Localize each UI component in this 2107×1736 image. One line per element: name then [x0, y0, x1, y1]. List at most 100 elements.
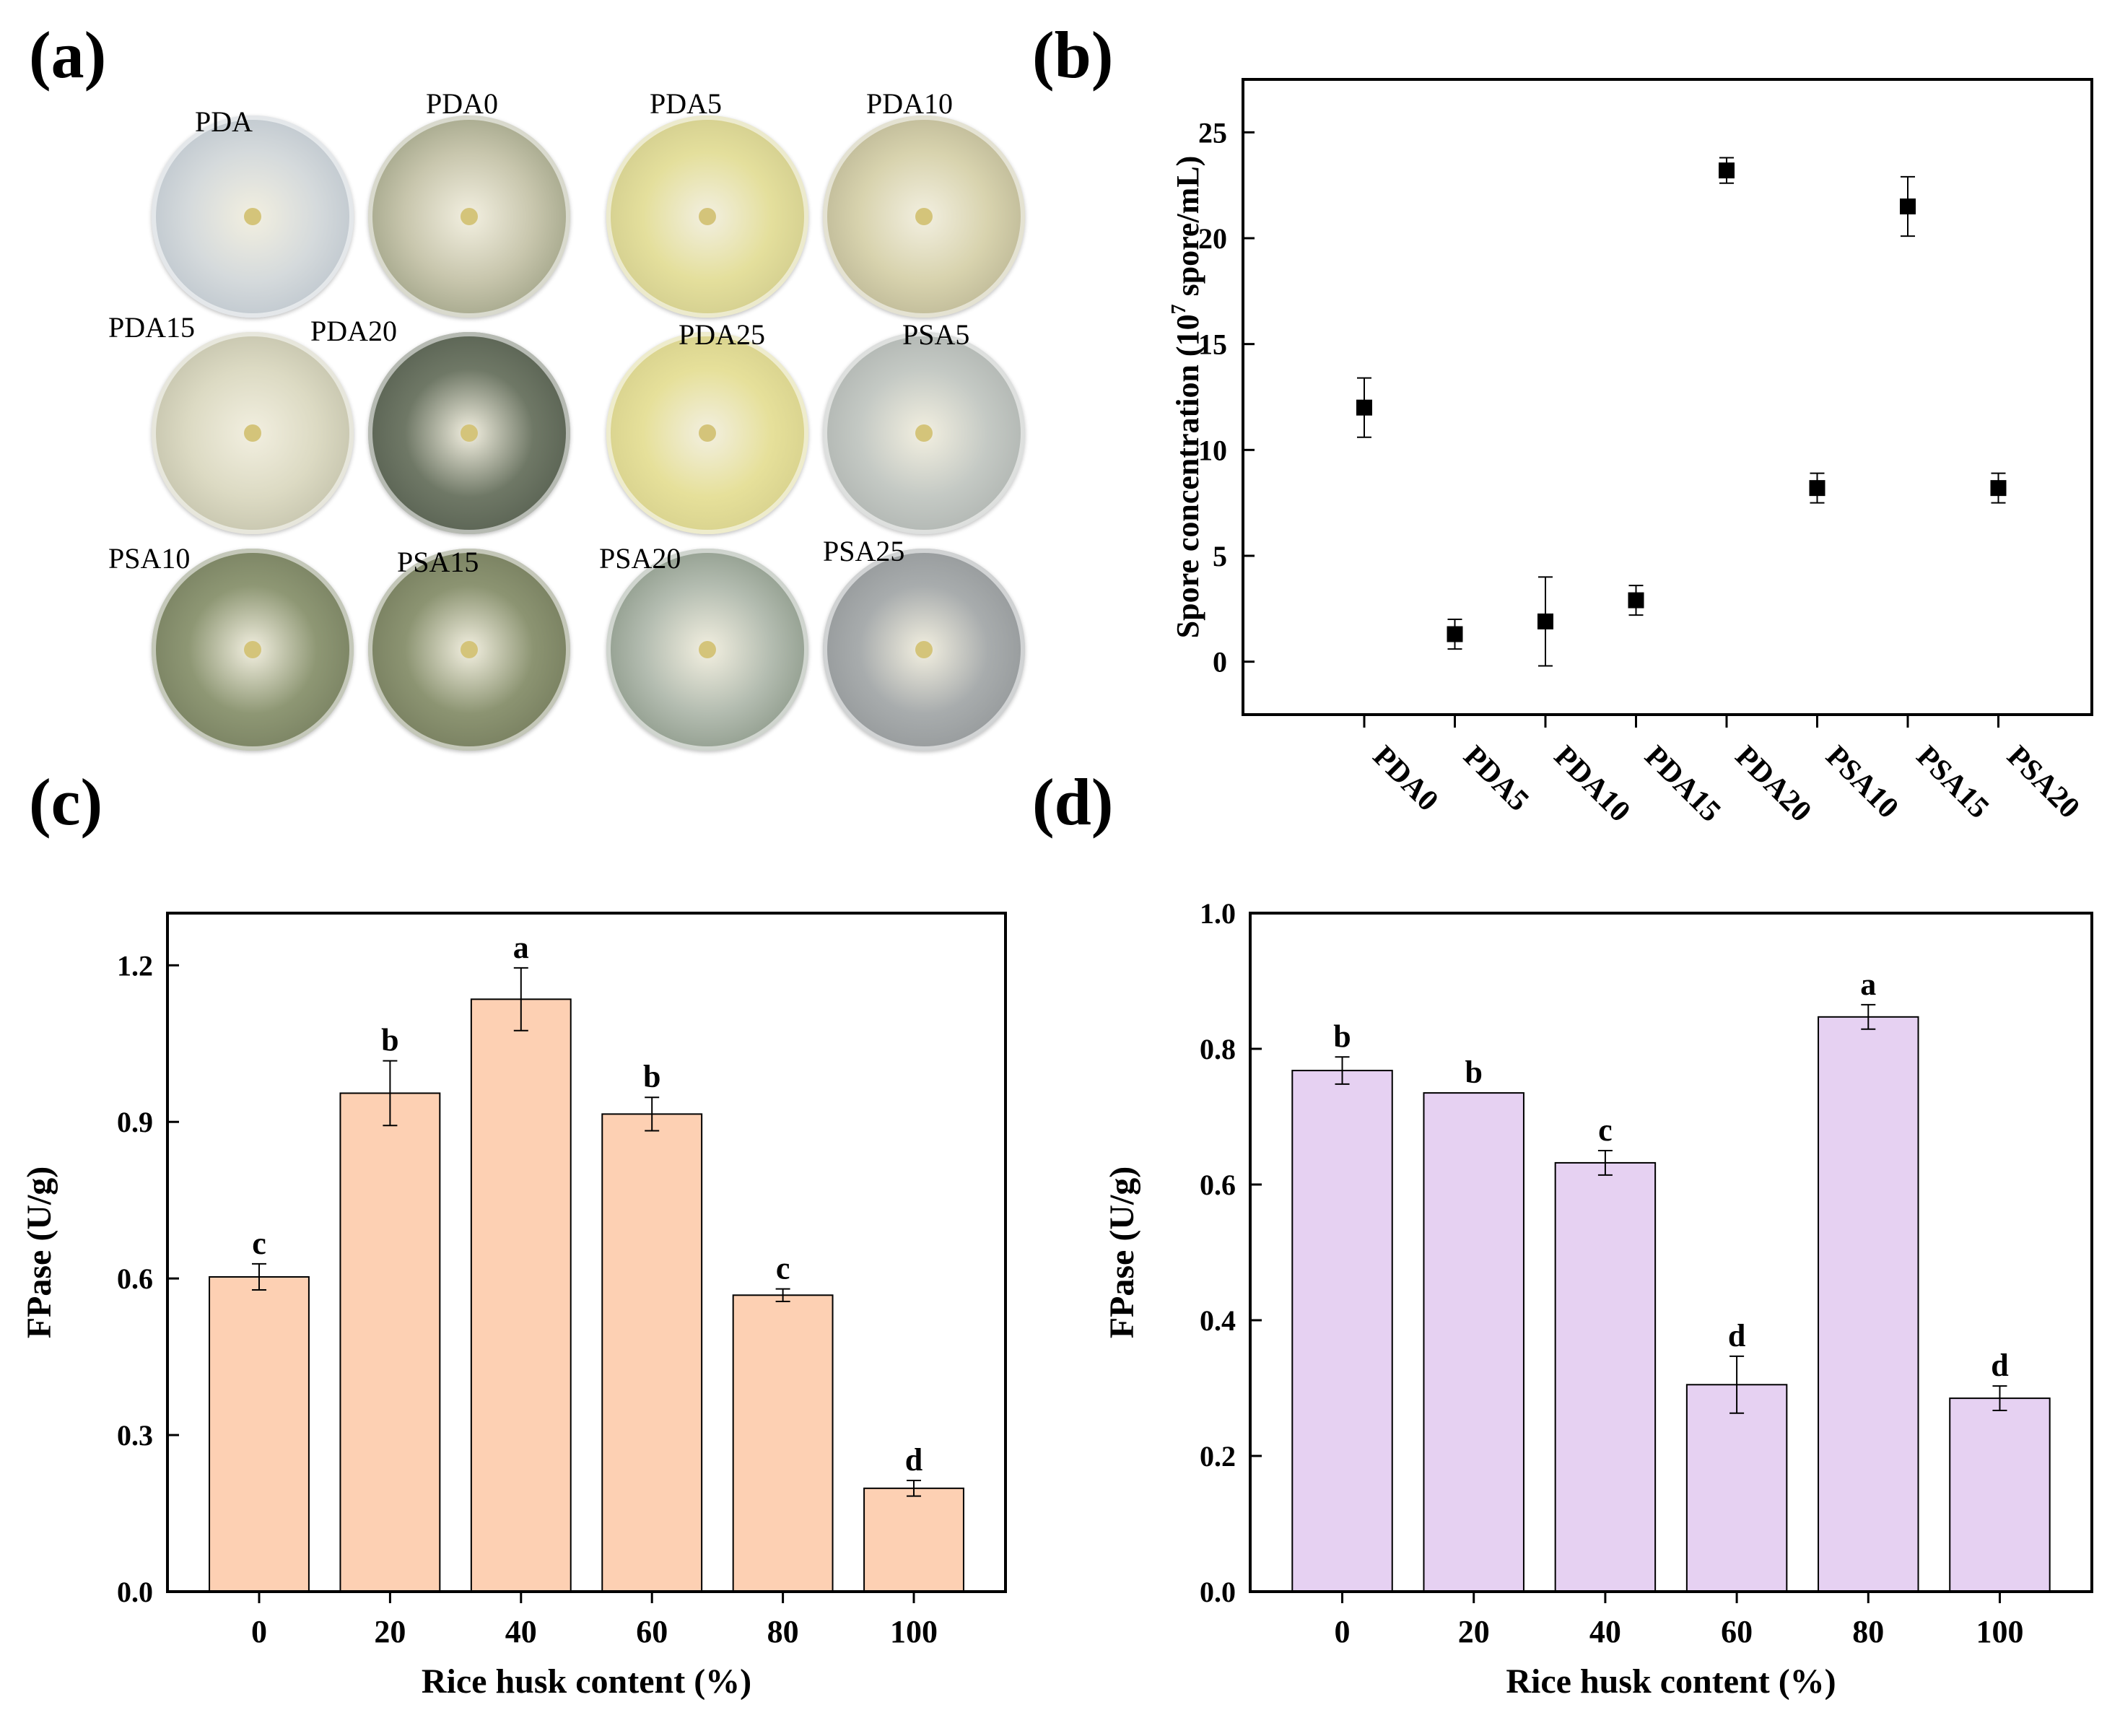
significance-letter-d: a — [1860, 967, 1876, 1002]
y-tick-label-b: 20 — [1198, 222, 1227, 255]
y-tick-label-b: 15 — [1198, 328, 1227, 361]
data-point-pda10 — [1537, 613, 1553, 629]
x-tick-label-d: 60 — [1721, 1614, 1753, 1649]
colony-center — [915, 424, 933, 442]
y-tick-label-d: 0.2 — [1200, 1440, 1236, 1473]
x-tick-label-c: 0 — [251, 1614, 267, 1649]
bar-c-80 — [732, 1294, 834, 1593]
significance-letter-c: a — [513, 930, 529, 965]
plate-label: PDA20 — [310, 315, 398, 347]
significance-letter-c: c — [776, 1251, 790, 1286]
plate-label: PDA10 — [866, 87, 954, 120]
y-tick-label-c: 0.9 — [117, 1106, 153, 1138]
colony-center — [461, 208, 478, 225]
colony-center — [915, 208, 933, 225]
x-tick-label-c: 100 — [890, 1614, 938, 1649]
plate-label: PSA10 — [108, 542, 191, 575]
bar-c-40 — [470, 998, 572, 1593]
plate-label: PSA5 — [902, 318, 970, 351]
data-point-psa20 — [1990, 480, 2007, 497]
x-tick-label-c: 60 — [636, 1614, 668, 1649]
y-tick-label-d: 0.0 — [1200, 1576, 1236, 1608]
x-tick-label-b: PSA20 — [2000, 740, 2085, 825]
plate-label: PSA25 — [823, 535, 905, 567]
plate-label: PSA15 — [397, 546, 479, 578]
plate-label: PDA — [195, 105, 253, 138]
x-tick-label-b: PDA0 — [1366, 740, 1444, 818]
colony-center — [915, 641, 933, 658]
plate-label: PDA25 — [679, 318, 766, 351]
plate-label: PDA0 — [426, 87, 499, 120]
x-tick-label-d: 20 — [1458, 1614, 1490, 1649]
plot-frame-d — [1249, 912, 2093, 1593]
bar-c-0 — [209, 1275, 310, 1592]
significance-letter-c: b — [643, 1059, 660, 1094]
colony-center — [461, 424, 478, 442]
x-tick-label-b: PDA15 — [1638, 740, 1727, 829]
x-tick-label-d: 40 — [1589, 1614, 1621, 1649]
y-axis-label-d: FPase (U/g) — [1103, 1166, 1141, 1339]
plate-label: PDA5 — [650, 87, 723, 120]
colony-center — [244, 424, 261, 442]
colony-center — [699, 641, 716, 658]
x-tick-label-d: 0 — [1335, 1614, 1351, 1649]
data-point-pda20 — [1719, 162, 1735, 179]
significance-letter-d: d — [1991, 1348, 2008, 1383]
bar-d-0 — [1291, 1070, 1393, 1592]
significance-letter-d: c — [1598, 1112, 1613, 1148]
colony-center — [244, 641, 261, 658]
plate-label: PSA20 — [599, 542, 681, 575]
significance-letter-d: b — [1333, 1019, 1351, 1054]
y-tick-label-c: 0.0 — [117, 1576, 153, 1608]
y-tick-label-c: 1.2 — [117, 949, 153, 982]
plot-frame-b — [1242, 78, 2093, 716]
colony-center — [699, 424, 716, 442]
bar-c-60 — [601, 1113, 703, 1592]
x-tick-label-b: PSA10 — [1819, 740, 1904, 825]
bar-d-80 — [1818, 1016, 1919, 1592]
x-axis-label-c: Rice husk content (%) — [422, 1662, 751, 1701]
x-tick-label-b: PSA15 — [1910, 740, 1995, 825]
colony-center — [244, 208, 261, 225]
x-tick-label-d: 100 — [1976, 1614, 2023, 1649]
y-tick-label-d: 1.0 — [1200, 897, 1236, 930]
y-tick-label-c: 0.3 — [117, 1419, 153, 1452]
y-tick-label-c: 0.6 — [117, 1262, 153, 1295]
data-point-pda5 — [1447, 626, 1463, 642]
x-tick-label-c: 40 — [505, 1614, 537, 1649]
y-tick-label-b: 0 — [1213, 646, 1227, 679]
panel-label-a: (a) — [29, 18, 107, 92]
plate-label: PDA15 — [108, 311, 196, 344]
y-tick-label-b: 10 — [1198, 434, 1227, 466]
data-point-pda0 — [1356, 399, 1372, 416]
petri-plate-grid: PDA PDA0 PDA5 PDA10 PDA15 PDA20 PDA25 PSA5 PSA10… — [87, 87, 1039, 765]
data-point-psa15 — [1900, 199, 1916, 214]
bar-d-20 — [1423, 1092, 1524, 1592]
y-axis-label-b: Spore concentration (107 spore/mL) — [1168, 156, 1205, 639]
bar-d-100 — [1949, 1397, 2051, 1592]
bar-c-100 — [863, 1487, 964, 1593]
significance-letter-d: d — [1728, 1318, 1745, 1353]
colony-center — [699, 208, 716, 225]
x-tick-label-d: 80 — [1852, 1614, 1884, 1649]
x-tick-label-b: PDA10 — [1548, 740, 1636, 829]
significance-letter-c: c — [252, 1226, 266, 1261]
data-point-psa10 — [1809, 480, 1825, 497]
panel-label-d: (d) — [1032, 765, 1114, 839]
panel-label-c: (c) — [29, 765, 103, 839]
bar-c-20 — [339, 1092, 441, 1592]
x-axis-label-d: Rice husk content (%) — [1506, 1662, 1836, 1701]
y-tick-label-b: 25 — [1198, 116, 1227, 149]
panel-label-b: (b) — [1032, 18, 1114, 92]
y-axis-label-c: FPase (U/g) — [20, 1166, 58, 1339]
data-point-pda15 — [1628, 592, 1644, 609]
bar-d-60 — [1685, 1384, 1788, 1593]
y-tick-label-b: 5 — [1213, 540, 1227, 572]
x-tick-label-b: PDA5 — [1457, 740, 1535, 818]
significance-letter-c: d — [905, 1442, 922, 1478]
x-tick-label-b: PDA20 — [1729, 740, 1818, 829]
significance-letter-d: b — [1465, 1055, 1482, 1090]
y-tick-label-d: 0.6 — [1200, 1169, 1236, 1201]
significance-letter-c: b — [381, 1023, 398, 1058]
